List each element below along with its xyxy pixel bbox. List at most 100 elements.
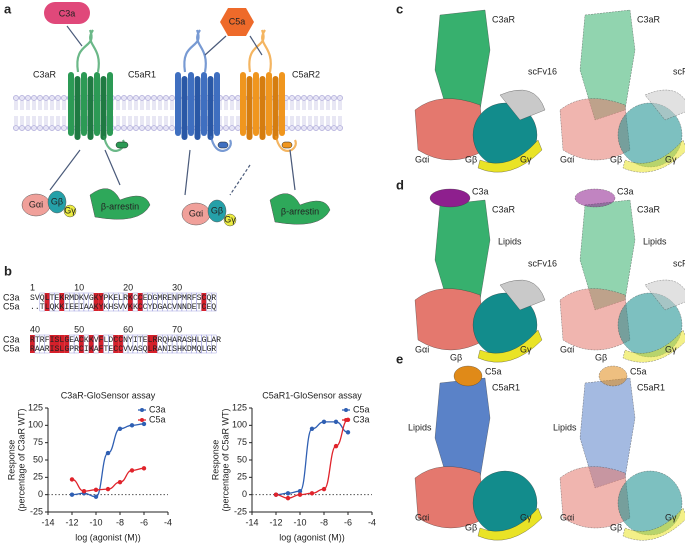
label: 30 <box>172 282 182 292</box>
shape <box>259 76 266 140</box>
data-point <box>69 492 75 497</box>
label: Gγ <box>520 154 532 164</box>
label: C3aR <box>637 14 661 24</box>
shape <box>43 95 49 101</box>
shape <box>25 95 31 101</box>
shape <box>121 95 127 101</box>
legend-label: C3a <box>353 414 370 424</box>
data-point <box>93 494 99 499</box>
shape <box>269 193 331 225</box>
shape <box>644 89 685 121</box>
label: 70 <box>172 324 182 334</box>
x-tick-label: -8 <box>320 517 328 527</box>
label: C5a <box>3 301 20 311</box>
legend-marker <box>344 418 348 422</box>
shape <box>319 95 325 101</box>
label: Gαi <box>560 344 574 354</box>
shape <box>115 141 129 149</box>
x-tick-label: -8 <box>116 517 124 527</box>
x-tick-label: -14 <box>245 517 258 527</box>
label: Gγ <box>520 344 532 354</box>
shape <box>477 507 543 541</box>
label: C3aR <box>492 204 516 214</box>
shape <box>49 95 55 101</box>
shape <box>13 125 19 131</box>
x-tick-label: -12 <box>65 517 78 527</box>
shape <box>235 125 241 131</box>
shape <box>115 125 121 131</box>
label: C3a <box>472 186 489 196</box>
shape <box>477 139 543 173</box>
shape <box>559 288 631 351</box>
label: C3a <box>617 186 634 196</box>
label: log (agonist (M)) <box>279 532 345 542</box>
panel-label: d <box>396 177 404 192</box>
label: scFv16 <box>528 66 557 76</box>
legend-marker <box>140 408 144 412</box>
shape <box>429 188 471 208</box>
label: Response <box>6 440 16 481</box>
shape <box>104 149 121 186</box>
label: (percentage of C3aR WT) <box>16 408 26 511</box>
y-tick-label: 25 <box>237 472 247 482</box>
label: C3a <box>3 292 20 302</box>
shape <box>100 76 107 140</box>
shape <box>184 149 191 196</box>
label: C5a <box>229 16 246 26</box>
label: C5aR1 <box>637 382 665 392</box>
legend-marker <box>140 418 144 422</box>
shape <box>223 213 237 227</box>
legend-label: C5a <box>353 404 370 414</box>
label: log (agonist (M)) <box>75 532 141 542</box>
shape <box>183 29 207 73</box>
shape <box>115 95 121 101</box>
y-tick-label: 75 <box>33 437 43 447</box>
y-tick-label: -25 <box>234 506 247 516</box>
shape <box>229 164 251 196</box>
y-tick-label: 50 <box>33 454 43 464</box>
shape <box>289 125 295 131</box>
shape <box>331 125 337 131</box>
label: Gγ <box>665 512 677 522</box>
shape <box>331 95 337 101</box>
shape <box>579 9 636 121</box>
shape <box>325 95 331 101</box>
label: Response <box>210 440 220 481</box>
label: Gαi <box>29 199 43 209</box>
label: C5a <box>3 343 20 353</box>
data-point <box>93 487 99 493</box>
panel-label: a <box>4 1 12 16</box>
label: Gβ <box>51 196 63 206</box>
data-point <box>117 426 123 431</box>
label: C5aR1-GloSensor assay <box>262 390 362 400</box>
shape <box>194 76 201 140</box>
shape <box>118 335 124 353</box>
x-tick-label: -4 <box>164 517 172 527</box>
shape <box>281 141 293 149</box>
label: Gγ <box>665 344 677 354</box>
legend-label: C3a <box>149 404 166 414</box>
shape <box>453 365 483 387</box>
x-tick-label: -4 <box>368 517 376 527</box>
shape <box>121 125 127 131</box>
shape <box>266 72 272 136</box>
shape <box>169 125 175 131</box>
shape <box>201 293 207 311</box>
shape <box>68 72 74 136</box>
shape <box>319 125 325 131</box>
shape <box>31 125 37 131</box>
shape <box>55 95 61 101</box>
panel-label: c <box>396 1 403 16</box>
shape <box>163 125 169 131</box>
shape <box>76 29 100 73</box>
legend-marker <box>344 408 348 412</box>
shape <box>25 125 31 131</box>
label: C3aR-GloSensor assay <box>61 390 156 400</box>
shape <box>229 95 235 101</box>
label: 60 <box>123 324 133 334</box>
label: C3aR <box>33 69 57 79</box>
shape <box>274 135 297 152</box>
shape <box>209 135 232 152</box>
shape <box>44 2 90 24</box>
data-point <box>285 491 291 496</box>
